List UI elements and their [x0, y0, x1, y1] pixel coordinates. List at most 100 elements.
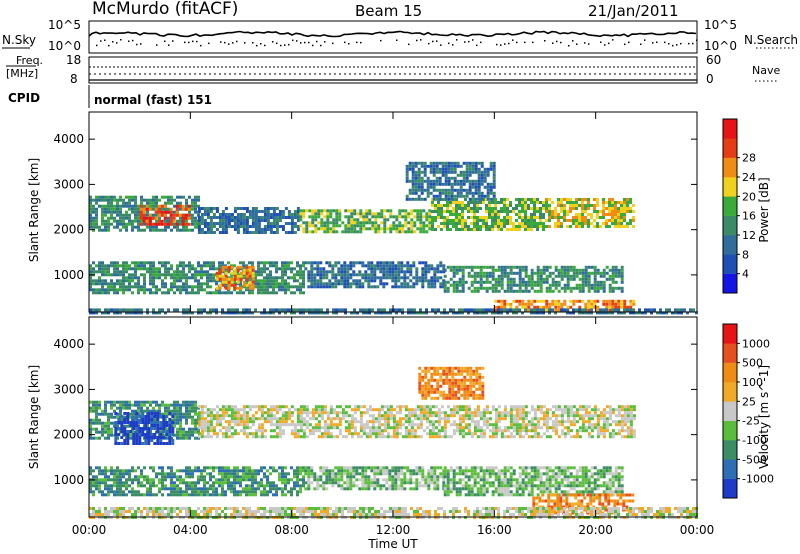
echo-cell [456, 161, 460, 165]
echo-cell [242, 291, 245, 295]
echo-cell [551, 210, 554, 213]
echo-cell [444, 164, 448, 168]
echo-cell [248, 308, 251, 312]
echo-cell [158, 228, 161, 232]
echo-cell [272, 417, 276, 421]
echo-cell [536, 289, 540, 293]
echo-cell [326, 417, 330, 421]
echo-cell [107, 285, 110, 289]
echo-cell [533, 225, 536, 228]
echo-cell [536, 277, 540, 281]
echo-cell [388, 276, 392, 280]
echo-cell [128, 267, 131, 271]
noise-search-dot [452, 44, 454, 46]
echo-cell [319, 270, 323, 274]
echo-cell [491, 228, 494, 231]
echo-cell [411, 179, 415, 183]
echo-cell [419, 221, 423, 225]
echo-cell [329, 212, 333, 216]
echo-cell [494, 268, 498, 272]
echo-cell [566, 225, 569, 228]
echo-cell [278, 311, 281, 315]
echo-cell [260, 435, 264, 439]
echo-cell [203, 411, 207, 415]
echo-cell [524, 213, 527, 216]
echo-cell [269, 207, 273, 210]
echo-cell [623, 219, 626, 222]
echo-cell [427, 270, 431, 274]
echo-cell [275, 267, 278, 271]
echo-cell [524, 204, 527, 207]
echo-cell [155, 311, 158, 315]
echo-cell [200, 264, 203, 268]
echo-cell [486, 194, 490, 198]
echo-cell [377, 212, 381, 216]
echo-cell [405, 170, 409, 174]
echo-cell [326, 212, 330, 216]
echo-cell [335, 423, 339, 427]
echo-cell [456, 164, 460, 168]
echo-cell [311, 311, 314, 315]
echo-cell [620, 286, 624, 290]
echo-cell [371, 417, 375, 421]
echo-cell [581, 274, 585, 278]
echo-cell [209, 261, 212, 265]
echo-cell [163, 204, 167, 208]
echo-cell [406, 264, 410, 268]
echo-cell [266, 213, 270, 216]
colorbar-swatch [723, 254, 737, 274]
echo-cell [150, 421, 154, 424]
echo-cell [453, 188, 457, 192]
echo-cell [182, 273, 185, 277]
echo-cell [251, 277, 255, 281]
echo-cell [343, 285, 347, 289]
echo-cell [395, 230, 399, 234]
echo-cell [533, 219, 536, 222]
echo-cell [114, 421, 118, 424]
echo-cell [290, 291, 293, 295]
echo-cell [287, 408, 291, 412]
echo-cell [272, 423, 276, 427]
echo-cell [557, 213, 560, 216]
echo-cell [518, 299, 522, 303]
echo-cell [470, 420, 474, 424]
echo-cell [359, 227, 363, 231]
echo-cell [692, 308, 695, 312]
echo-cell [92, 406, 95, 410]
echo-cell [320, 209, 324, 213]
echo-cell [236, 216, 240, 219]
echo-cell [403, 276, 407, 280]
echo-cell [338, 209, 342, 213]
echo-cell [414, 179, 418, 183]
echo-cell [158, 273, 161, 277]
echo-cell [391, 270, 395, 274]
echo-cell [521, 198, 524, 201]
echo-cell [144, 433, 148, 436]
echo-cell [98, 276, 101, 280]
echo-cell [365, 408, 369, 412]
echo-cell [269, 228, 273, 231]
echo-cell [212, 429, 216, 433]
echo-cell [539, 219, 542, 222]
echo-cell [182, 427, 185, 431]
echo-cell [260, 285, 263, 289]
echo-cell [248, 265, 252, 269]
echo-cell [389, 209, 393, 213]
echo-cell [371, 408, 375, 412]
echo-cell [248, 210, 252, 213]
echo-cell [533, 207, 536, 210]
cpid-label: CPID [8, 91, 40, 105]
echo-cell [206, 222, 210, 225]
echo-cell [650, 308, 653, 312]
echo-cell [560, 308, 563, 312]
echo-cell [482, 408, 486, 412]
echo-cell [473, 429, 477, 433]
echo-cell [420, 164, 424, 168]
echo-cell [116, 222, 119, 226]
echo-cell [161, 207, 164, 211]
echo-cell [473, 228, 476, 231]
echo-cell [131, 273, 134, 277]
echo-cell [548, 219, 551, 222]
echo-cell [491, 408, 495, 412]
echo-cell [275, 231, 279, 234]
